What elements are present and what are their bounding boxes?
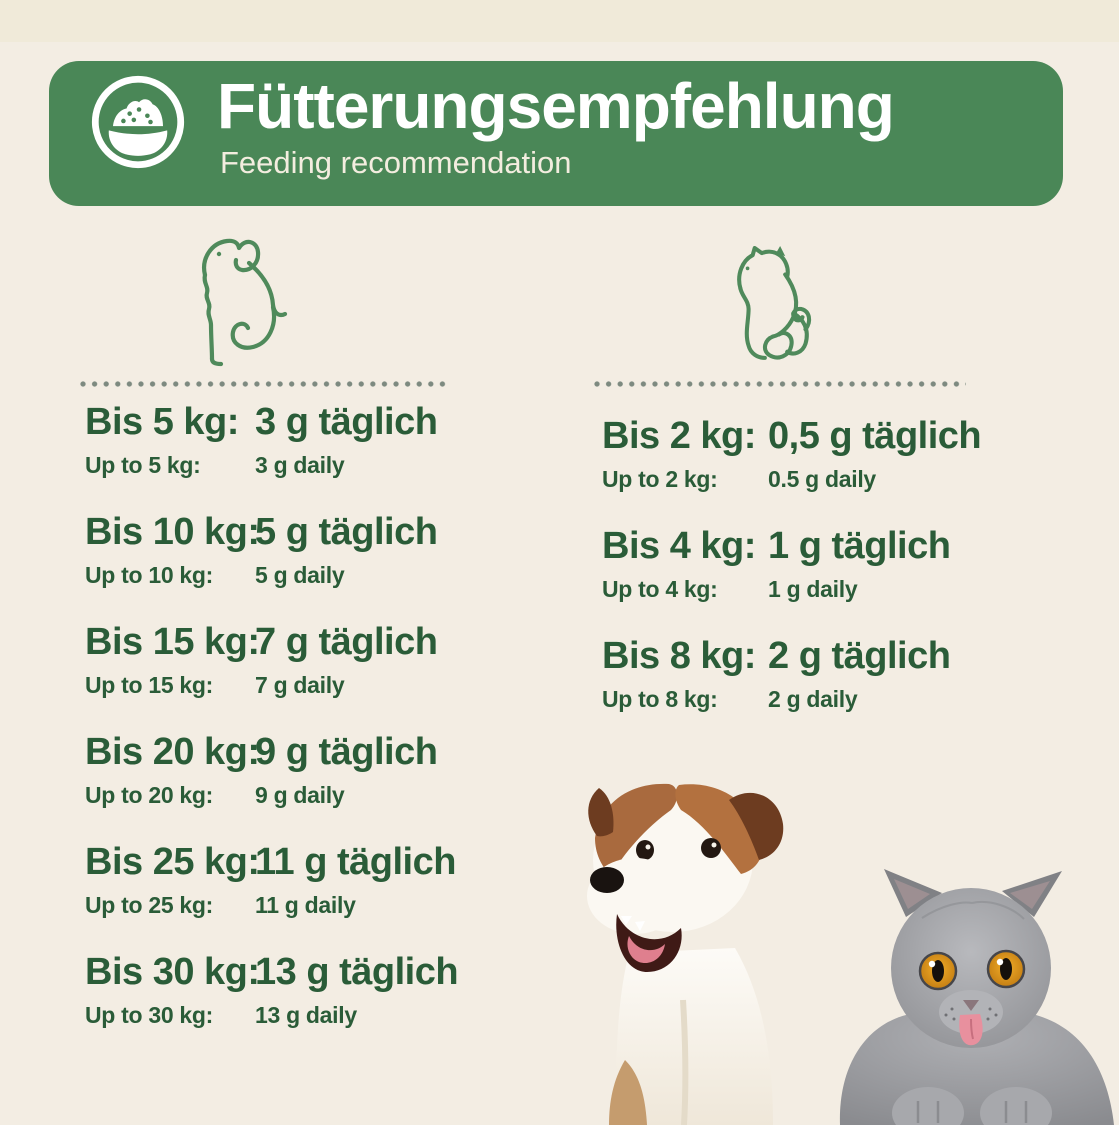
dog-section-divider [80, 381, 450, 387]
dog-line-icon [202, 238, 288, 367]
amount-value-de: 5 g täglich [255, 511, 438, 553]
top-strip [0, 0, 1119, 42]
table-row: Bis 4 kg: 1 g täglich Up to 4 kg: 1 g dail… [602, 524, 1022, 604]
weight-label-de: Bis 2 kg: [602, 415, 756, 457]
cat-line-icon [737, 246, 812, 360]
weight-label-de: Bis 8 kg: [602, 635, 756, 677]
weight-label-en: Up to 8 kg: [602, 686, 718, 712]
amount-value-en: 11 g daily [255, 892, 356, 918]
amount-value-de: 0,5 g täglich [768, 415, 982, 457]
weight-label-en: Up to 5 kg: [85, 452, 201, 478]
amount-value-en: 3 g daily [255, 452, 345, 478]
food-bowl-icon [91, 75, 185, 169]
amount-value-en: 0.5 g daily [768, 466, 876, 492]
amount-value-de: 1 g täglich [768, 525, 951, 567]
table-row: Bis 10 kg: 5 g täglich Up to 10 kg: 5 g da… [85, 510, 505, 590]
amount-value-de: 9 g täglich [255, 731, 438, 773]
weight-label-en: Up to 10 kg: [85, 562, 214, 588]
header-banner: Fütterungsempfehlung Feeding recommendat… [49, 61, 1063, 206]
table-row: Bis 20 kg: 9 g täglich Up to 20 kg: 9 g da… [85, 730, 505, 810]
amount-value-de: 7 g täglich [255, 621, 438, 663]
weight-label-en: Up to 20 kg: [85, 782, 214, 808]
amount-value-en: 9 g daily [255, 782, 345, 808]
weight-label-de: Bis 30 kg: [85, 951, 260, 993]
amount-value-en: 1 g daily [768, 576, 858, 602]
page-subtitle: Feeding recommendation [220, 145, 572, 180]
dog-feeding-table: Bis 5 kg: 3 g täglich Up to 5 kg: 3 g dail… [85, 400, 505, 1060]
amount-value-de: 3 g täglich [255, 401, 438, 443]
table-row: Bis 5 kg: 3 g täglich Up to 5 kg: 3 g dail… [85, 400, 505, 480]
weight-label-de: Bis 10 kg: [85, 511, 260, 553]
table-row: Bis 15 kg: 7 g täglich Up to 15 kg: 7 g da… [85, 620, 505, 700]
weight-label-en: Up to 4 kg: [602, 576, 718, 602]
table-row: Bis 25 kg: 11 g täglich Up to 25 kg: 11 g … [85, 840, 505, 920]
table-row: Bis 8 kg: 2 g täglich Up to 8 kg: 2 g dail… [602, 634, 1022, 714]
amount-value-de: 13 g täglich [255, 951, 459, 993]
amount-value-en: 7 g daily [255, 672, 345, 698]
weight-label-en: Up to 15 kg: [85, 672, 214, 698]
table-row: Bis 30 kg: 13 g täglich Up to 30 kg: 13 g … [85, 950, 505, 1030]
weight-label-de: Bis 25 kg: [85, 841, 260, 883]
weight-label-de: Bis 15 kg: [85, 621, 260, 663]
amount-value-de: 2 g täglich [768, 635, 951, 677]
jack-russell-dog-photo [587, 783, 784, 1125]
amount-value-en: 5 g daily [255, 562, 345, 588]
weight-label-en: Up to 30 kg: [85, 1002, 214, 1028]
grey-cat-photo [839, 869, 1114, 1125]
weight-label-de: Bis 20 kg: [85, 731, 260, 773]
amount-value-de: 11 g täglich [255, 841, 456, 883]
table-row: Bis 2 kg: 0,5 g täglich Up to 2 kg: 0.5 g … [602, 414, 1022, 494]
amount-value-en: 13 g daily [255, 1002, 357, 1028]
cat-feeding-table: Bis 2 kg: 0,5 g täglich Up to 2 kg: 0.5 g … [602, 414, 1022, 744]
weight-label-en: Up to 2 kg: [602, 466, 718, 492]
weight-label-en: Up to 25 kg: [85, 892, 214, 918]
amount-value-en: 2 g daily [768, 686, 858, 712]
cat-section-divider [594, 381, 966, 387]
weight-label-de: Bis 4 kg: [602, 525, 756, 567]
weight-label-de: Bis 5 kg: [85, 401, 239, 443]
page-title: Fütterungsempfehlung [217, 70, 895, 142]
